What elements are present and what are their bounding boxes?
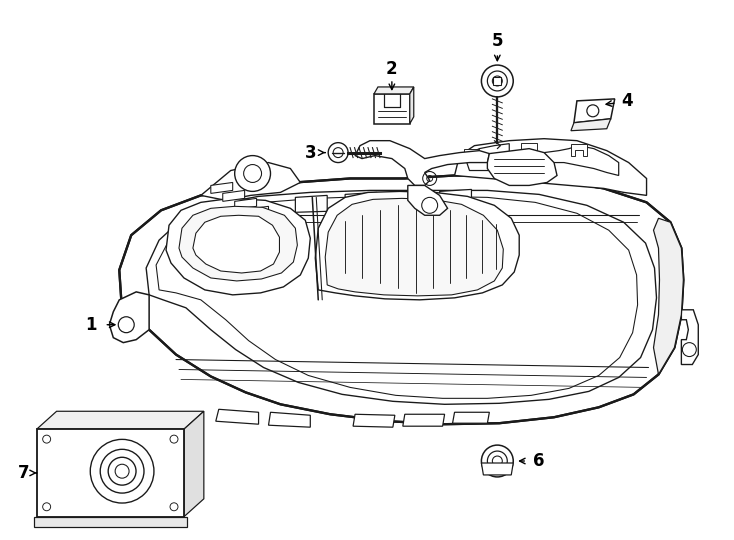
Circle shape	[235, 156, 271, 191]
Text: 2: 2	[386, 60, 398, 78]
Polygon shape	[325, 198, 504, 296]
Polygon shape	[269, 412, 310, 427]
Polygon shape	[410, 87, 414, 124]
Polygon shape	[403, 414, 445, 426]
Text: 3: 3	[305, 144, 316, 161]
Polygon shape	[353, 414, 395, 427]
Polygon shape	[156, 197, 638, 399]
Polygon shape	[179, 206, 297, 281]
Polygon shape	[345, 192, 377, 210]
Polygon shape	[453, 412, 490, 423]
Polygon shape	[247, 206, 269, 217]
Polygon shape	[521, 143, 537, 154]
Polygon shape	[482, 463, 513, 475]
Polygon shape	[216, 409, 258, 424]
Text: 1: 1	[86, 316, 97, 334]
Polygon shape	[166, 198, 310, 295]
Text: 5: 5	[492, 32, 503, 50]
Polygon shape	[235, 198, 257, 210]
Polygon shape	[493, 77, 501, 85]
Polygon shape	[193, 215, 280, 273]
Polygon shape	[295, 195, 327, 212]
Polygon shape	[184, 411, 204, 517]
Polygon shape	[146, 191, 656, 404]
Polygon shape	[454, 139, 647, 195]
Polygon shape	[120, 176, 683, 424]
Text: 4: 4	[621, 92, 633, 110]
Polygon shape	[571, 144, 587, 156]
Circle shape	[482, 65, 513, 97]
Polygon shape	[211, 183, 233, 193]
Polygon shape	[408, 185, 448, 215]
Polygon shape	[374, 94, 410, 124]
Polygon shape	[201, 163, 300, 200]
Polygon shape	[316, 191, 519, 300]
Polygon shape	[109, 292, 149, 342]
Polygon shape	[374, 87, 414, 94]
Polygon shape	[487, 148, 557, 185]
Polygon shape	[465, 144, 619, 176]
Polygon shape	[34, 517, 187, 526]
Circle shape	[328, 143, 348, 163]
Polygon shape	[653, 218, 683, 374]
Polygon shape	[681, 310, 698, 364]
Polygon shape	[355, 140, 490, 185]
Polygon shape	[393, 191, 425, 207]
Text: 6: 6	[534, 452, 545, 470]
Polygon shape	[222, 191, 244, 201]
Polygon shape	[571, 119, 611, 131]
Text: 7: 7	[18, 464, 29, 482]
Polygon shape	[37, 429, 184, 517]
Polygon shape	[463, 148, 479, 160]
Polygon shape	[37, 411, 204, 429]
Polygon shape	[440, 190, 471, 206]
Polygon shape	[574, 99, 614, 123]
Circle shape	[482, 445, 513, 477]
